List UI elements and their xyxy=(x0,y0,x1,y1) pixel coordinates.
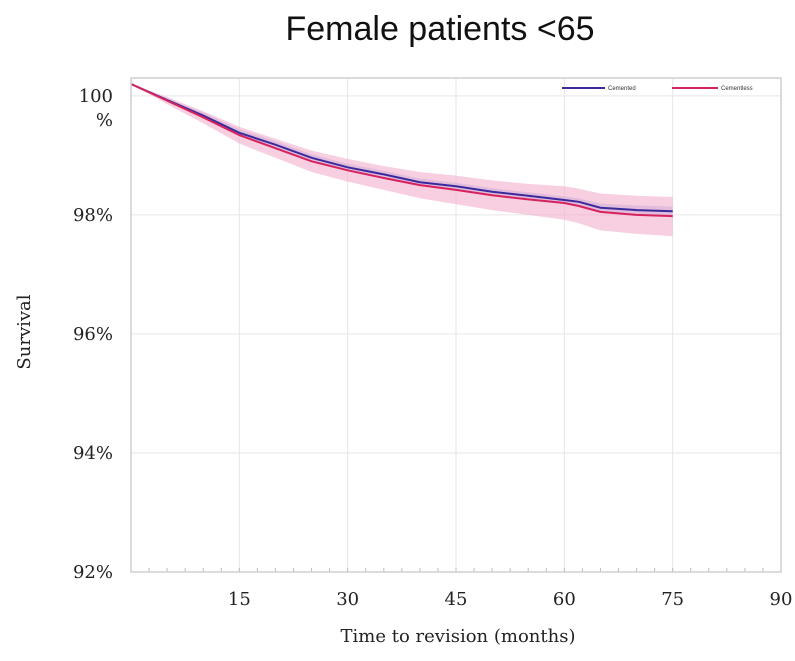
y-tick-label: 96% xyxy=(73,324,113,345)
plot-frame xyxy=(130,77,782,573)
series-line-cementless xyxy=(130,83,673,218)
legend: Cemented Cementless xyxy=(562,86,753,92)
chart-title: Female patients <65 xyxy=(285,10,594,48)
y-tick-label: % xyxy=(96,110,113,131)
ci-band-cementless xyxy=(131,84,673,237)
y-tick-label: 100 xyxy=(79,86,113,107)
x-tick-label: 75 xyxy=(661,589,684,610)
y-axis-label: Survival xyxy=(14,294,35,369)
grid xyxy=(130,78,782,573)
legend-label-cementless: Cementless xyxy=(721,86,753,92)
x-axis-label: Time to revision (months) xyxy=(341,626,576,647)
series-line-cemented xyxy=(130,83,673,213)
x-tick-label: 15 xyxy=(228,589,251,610)
x-tick-label: 30 xyxy=(336,589,359,610)
y-tick-label: 92% xyxy=(73,562,113,583)
series-lines xyxy=(130,83,673,218)
y-tick-label: 98% xyxy=(73,205,113,226)
y-tick-labels: 100% 98% 96% 94% 92% xyxy=(73,86,113,583)
confidence-bands xyxy=(131,84,673,237)
x-tick-labels: 15 30 45 60 75 90 xyxy=(228,589,793,610)
x-tick-label: 90 xyxy=(770,589,793,610)
x-tick-label: 60 xyxy=(553,589,576,610)
y-tick-label: 94% xyxy=(73,443,113,464)
legend-label-cemented: Cemented xyxy=(608,86,636,92)
x-tick-label: 45 xyxy=(445,589,468,610)
